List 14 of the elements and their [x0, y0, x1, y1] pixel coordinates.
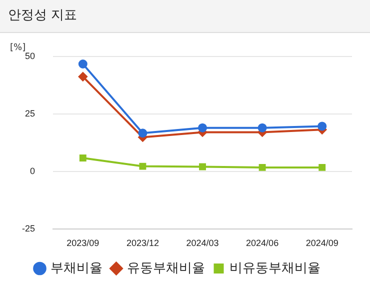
y-tick-label: 0 — [30, 166, 36, 176]
y-tick-label: 25 — [24, 108, 36, 118]
y-tick-label: -25 — [22, 224, 36, 234]
y-axis-title: [%] — [10, 43, 26, 53]
y-tick-label: 50 — [24, 50, 36, 61]
chart-title: 안정성 지표 — [0, 0, 370, 33]
legend-label: 부채비율 — [50, 260, 102, 276]
x-tick-label: 2023/12 — [126, 238, 159, 248]
x-tick-label: 2024/03 — [186, 238, 219, 248]
legend-label: 유동부채비율 — [126, 260, 205, 276]
x-tick-label: 2024/06 — [246, 238, 279, 248]
x-tick-label: 2024/09 — [306, 238, 338, 248]
x-tick-label: 2023/09 — [66, 238, 100, 248]
legend-label: 비유동부채비율 — [229, 260, 320, 276]
